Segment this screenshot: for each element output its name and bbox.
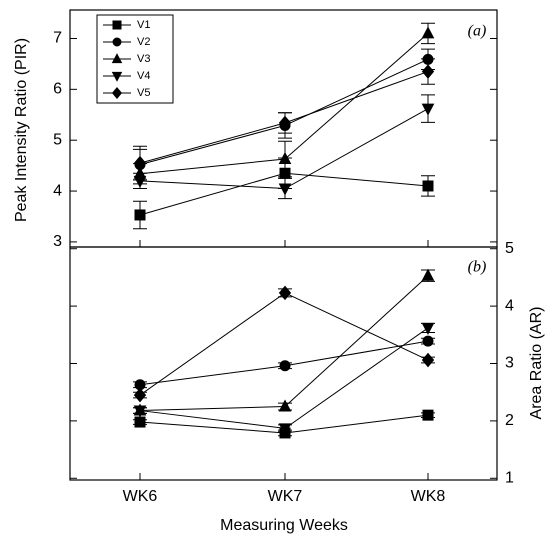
marker [278,115,292,131]
y-tick-label: 5 [53,131,62,148]
marker [111,53,123,64]
marker [134,209,146,221]
x-axis-label: Measuring Weeks [220,517,348,534]
marker [278,285,292,301]
x-tick-label: WK7 [268,488,303,505]
y2-tick-label: 5 [505,240,514,257]
marker [134,416,146,428]
marker [278,151,292,165]
marker [279,360,291,372]
series-line [139,327,429,429]
marker [133,405,147,418]
y2-tick-label: 4 [505,297,514,314]
y2-tick-label: 2 [505,412,514,429]
legend-label: V4 [137,70,150,82]
marker [422,180,434,192]
y2-tick-label: 3 [505,355,514,372]
marker [278,183,292,196]
marker [422,409,434,421]
marker [421,268,435,281]
legend-label: V1 [137,19,150,31]
marker [421,26,435,39]
marker [278,423,292,436]
legend-label: V5 [137,87,150,99]
y2-axis-label: Area Ratio (AR) [528,307,545,420]
panel-label: (a) [468,23,487,40]
legend-label: V3 [137,53,150,65]
y-tick-label: 3 [53,233,62,250]
y-axis-label: Peak Intensity Ratio (PIR) [13,38,30,222]
marker [421,103,435,116]
marker [421,64,435,79]
marker [133,387,147,403]
series-line [139,172,429,216]
series-line [139,58,429,166]
legend-label: V2 [137,36,150,48]
x-tick-label: WK8 [411,488,446,505]
y-tick-label: 7 [53,30,62,47]
marker [111,87,123,99]
marker [112,37,122,47]
marker [133,155,147,171]
panel-label: (b) [468,259,487,276]
y-tick-label: 6 [53,81,62,98]
marker [421,322,435,335]
marker [111,71,123,82]
marker [421,352,435,368]
x-tick-label: WK6 [123,488,158,505]
marker [422,335,434,347]
marker [278,399,292,412]
y-tick-label: 4 [53,182,62,199]
marker [112,20,122,30]
series-line [139,292,429,396]
y2-tick-label: 1 [505,469,514,486]
